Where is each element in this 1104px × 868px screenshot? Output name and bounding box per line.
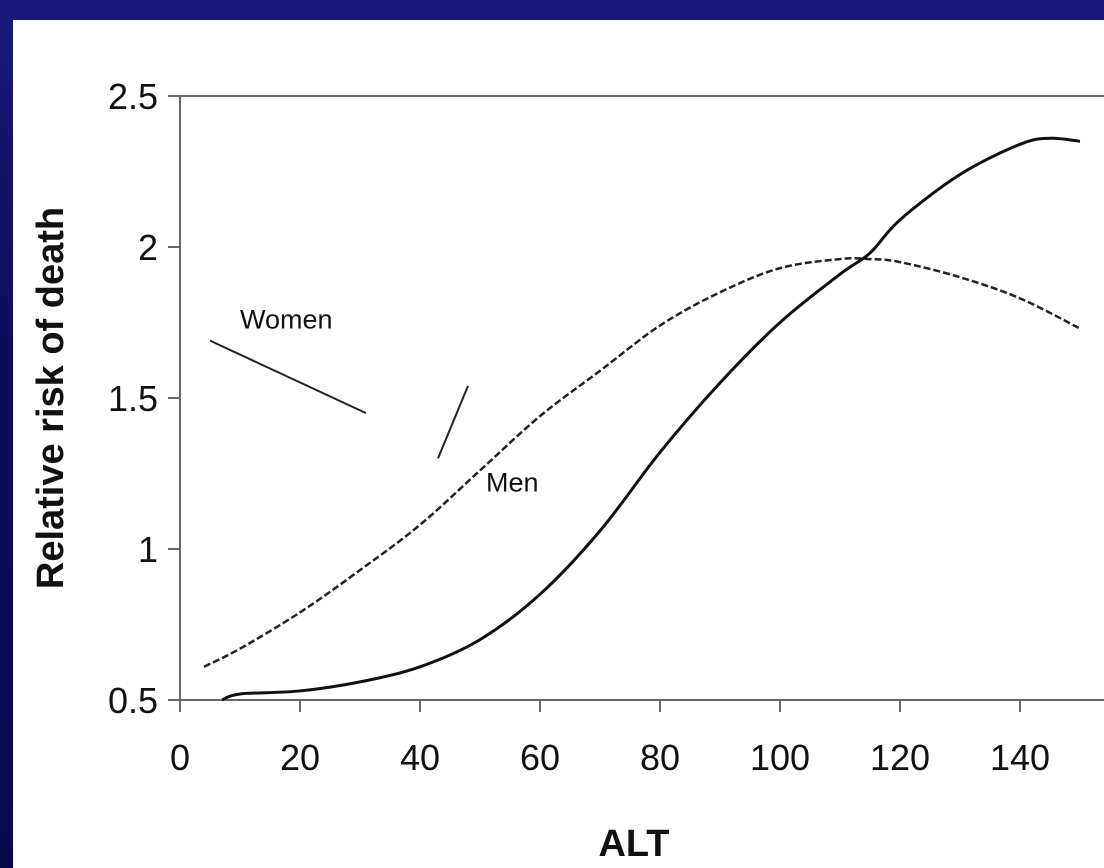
x-tick-label: 20 bbox=[280, 737, 320, 778]
annotation-leader-women bbox=[209, 339, 367, 415]
annotation-label-women: Women bbox=[240, 305, 333, 335]
x-tick-label: 40 bbox=[400, 737, 440, 778]
x-axis-ticks: 0 20 40 60 80 100 120 140 bbox=[170, 700, 1050, 778]
y-tick-label: 2 bbox=[138, 227, 158, 268]
x-tick-label: 80 bbox=[640, 737, 680, 778]
x-tick-label: 0 bbox=[170, 737, 190, 778]
chart-panel: 0 20 40 60 80 100 120 140 0.5 1 1.5 2 2.5 Women Men … bbox=[13, 20, 1104, 868]
y-tick-label: 1.5 bbox=[108, 378, 158, 419]
y-tick-label: 1 bbox=[138, 529, 158, 570]
x-tick-label: 100 bbox=[750, 737, 810, 778]
y-axis-ticks: 0.5 1 1.5 2 2.5 bbox=[108, 76, 180, 721]
series-line-men bbox=[221, 136, 1081, 702]
line-chart: 0 20 40 60 80 100 120 140 0.511.522.5 WomenMen … bbox=[30, 76, 1104, 865]
x-tick-label: 120 bbox=[870, 737, 930, 778]
annotations: Women Men bbox=[209, 305, 539, 498]
axes bbox=[179, 95, 1104, 701]
x-tick-label: 140 bbox=[990, 737, 1050, 778]
y-tick-label: 2.5 bbox=[108, 76, 158, 117]
annotation-label-men: Men bbox=[486, 468, 539, 498]
x-tick-label: 60 bbox=[520, 737, 560, 778]
series-lines bbox=[203, 136, 1081, 702]
series-line-women bbox=[203, 257, 1081, 668]
y-tick-label: 0.5 bbox=[108, 680, 158, 721]
annotation-leader-men bbox=[437, 385, 469, 459]
y-axis-label: Relative risk of death bbox=[30, 207, 72, 589]
x-axis-label: ALT bbox=[598, 823, 669, 865]
